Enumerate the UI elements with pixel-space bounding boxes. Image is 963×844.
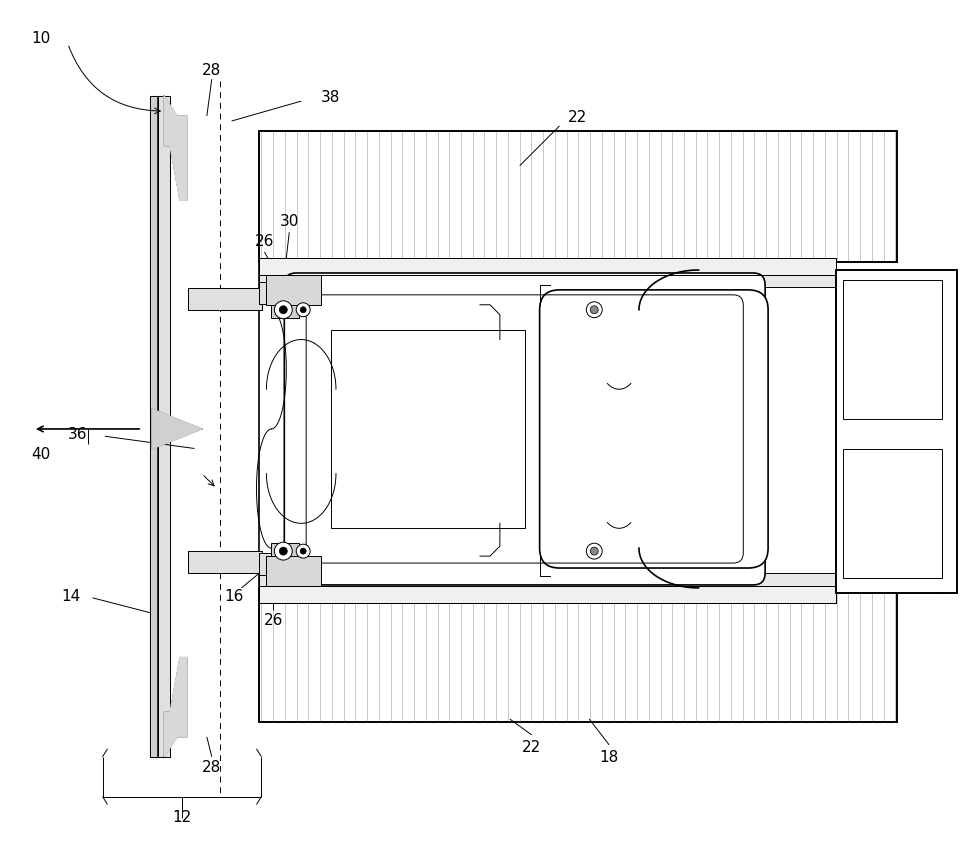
Text: 10: 10 bbox=[31, 30, 50, 46]
Bar bbox=[259, 276, 836, 288]
Text: 26: 26 bbox=[255, 234, 274, 248]
Bar bbox=[259, 132, 898, 262]
Bar bbox=[259, 588, 898, 722]
Bar bbox=[188, 289, 263, 311]
Text: 12: 12 bbox=[172, 809, 192, 824]
Text: 26: 26 bbox=[264, 613, 283, 627]
Circle shape bbox=[297, 304, 310, 317]
Text: 22: 22 bbox=[568, 110, 587, 124]
Text: 38: 38 bbox=[322, 89, 341, 105]
Text: 18: 18 bbox=[600, 749, 619, 765]
FancyBboxPatch shape bbox=[539, 290, 768, 568]
Polygon shape bbox=[164, 97, 187, 201]
Bar bbox=[836, 271, 957, 593]
Circle shape bbox=[590, 306, 598, 314]
Text: 14: 14 bbox=[61, 588, 80, 603]
Bar bbox=[267, 276, 321, 306]
Circle shape bbox=[586, 544, 602, 560]
Circle shape bbox=[279, 306, 287, 314]
Text: 30: 30 bbox=[279, 214, 299, 229]
Circle shape bbox=[274, 301, 292, 319]
Circle shape bbox=[274, 543, 292, 560]
Circle shape bbox=[300, 307, 306, 313]
Bar bbox=[259, 283, 299, 305]
Bar bbox=[259, 587, 836, 603]
Bar bbox=[259, 587, 836, 603]
Bar bbox=[259, 262, 836, 590]
Text: 36: 36 bbox=[68, 427, 88, 442]
Circle shape bbox=[297, 544, 310, 559]
Bar bbox=[843, 280, 942, 419]
Text: 28: 28 bbox=[202, 760, 221, 774]
Bar bbox=[259, 259, 836, 276]
Text: 22: 22 bbox=[522, 739, 541, 755]
Text: 32: 32 bbox=[356, 362, 376, 377]
Bar bbox=[259, 132, 898, 262]
Polygon shape bbox=[164, 657, 187, 757]
Polygon shape bbox=[158, 97, 170, 757]
Circle shape bbox=[586, 302, 602, 318]
Bar bbox=[259, 554, 299, 576]
Text: 28: 28 bbox=[202, 62, 221, 78]
Bar bbox=[331, 330, 525, 528]
Bar bbox=[272, 300, 299, 318]
Bar bbox=[259, 588, 898, 722]
Bar bbox=[267, 556, 321, 587]
Polygon shape bbox=[150, 97, 157, 757]
FancyBboxPatch shape bbox=[284, 273, 766, 585]
Bar bbox=[259, 573, 836, 587]
Circle shape bbox=[300, 549, 306, 555]
Bar bbox=[836, 271, 957, 593]
Bar bbox=[843, 449, 942, 578]
Bar bbox=[272, 544, 299, 561]
Bar bbox=[188, 551, 263, 573]
Circle shape bbox=[279, 548, 287, 555]
Text: 16: 16 bbox=[224, 588, 244, 603]
Bar bbox=[259, 259, 836, 276]
Text: 40: 40 bbox=[31, 446, 50, 462]
Circle shape bbox=[590, 548, 598, 555]
Polygon shape bbox=[152, 409, 202, 449]
